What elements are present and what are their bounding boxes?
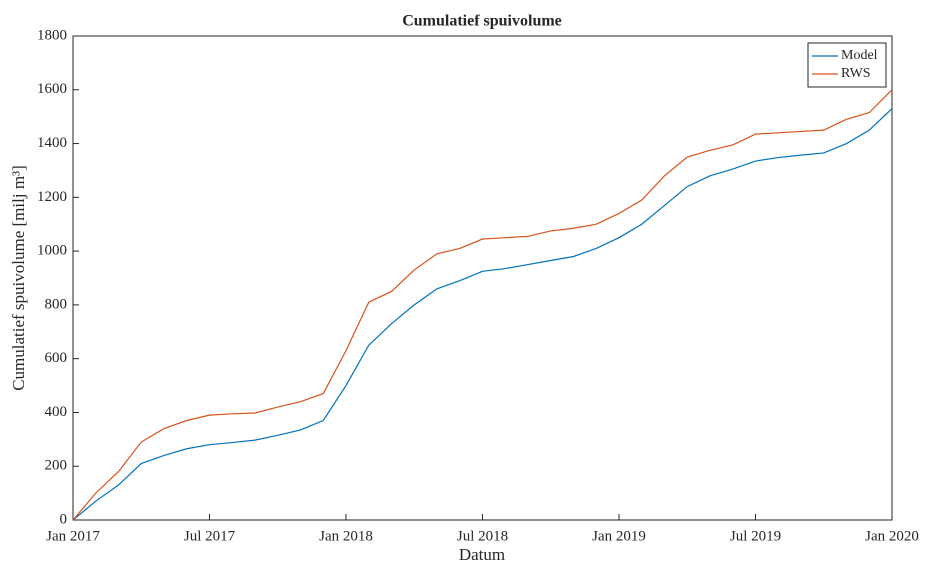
y-tick-label: 1600	[37, 81, 67, 97]
chart-title: Cumulatief spuivolume	[402, 13, 562, 30]
x-axis-label: Datum	[459, 545, 505, 564]
x-tick-label: Jan 2019	[592, 528, 646, 544]
y-tick-label: 800	[45, 296, 68, 312]
legend-box	[807, 42, 887, 88]
line	[72, 108, 893, 521]
y-tick-label: 400	[45, 404, 68, 420]
x-tick-label: Jan 2018	[319, 528, 373, 544]
line	[72, 89, 893, 521]
y-tick-label: 0	[60, 511, 68, 527]
legend-label: Model	[841, 48, 878, 63]
y-tick-label: 200	[45, 458, 68, 474]
x-tick-label: Jul 2018	[457, 528, 508, 544]
y-tick-label: 1000	[37, 243, 67, 259]
y-axis-label: Cumulatief spuivolume [milj m³]	[9, 165, 28, 391]
x-tick-label: Jul 2017	[184, 528, 236, 544]
legend-label: RWS	[841, 66, 871, 81]
x-tick-label: Jul 2019	[730, 528, 781, 544]
y-tick-label: 1800	[37, 27, 67, 43]
x-tick-label: Jan 2017	[46, 528, 100, 544]
y-tick-label: 1200	[37, 189, 67, 205]
y-tick-label: 600	[45, 350, 68, 366]
x-tick-label: Jan 2020	[865, 528, 919, 544]
y-tick-label: 1400	[37, 135, 67, 151]
